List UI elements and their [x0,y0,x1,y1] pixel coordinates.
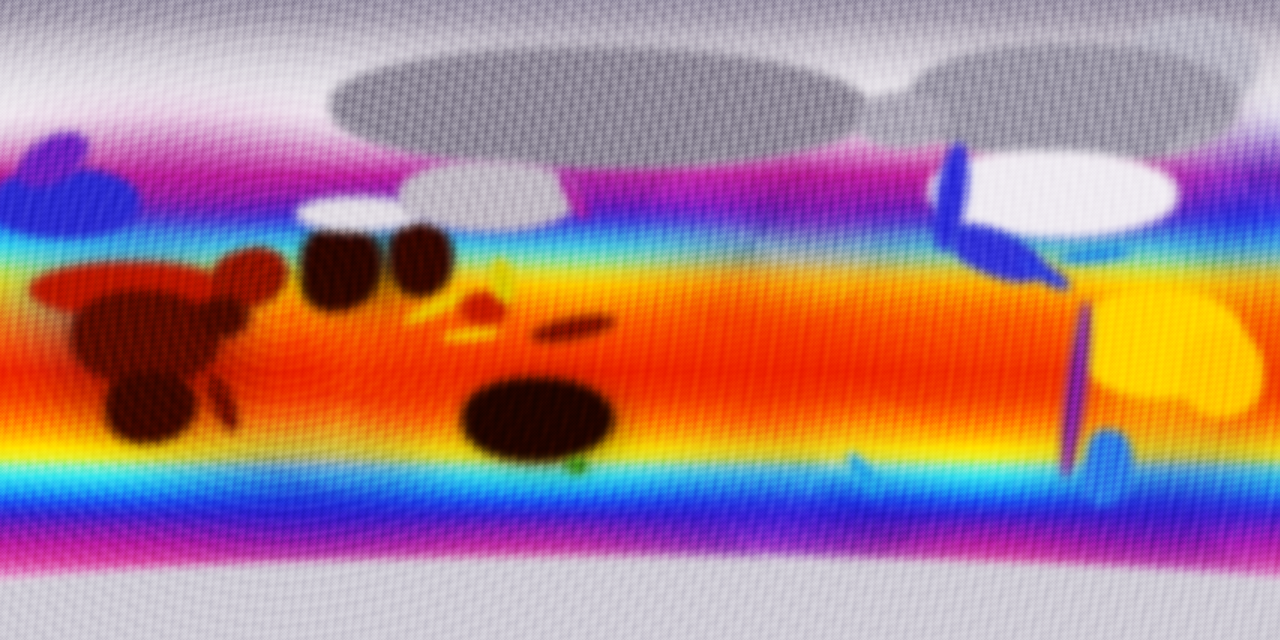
land-india [300,225,382,313]
swirl-south-pacific [700,380,940,570]
swirl-south-indian [250,300,440,490]
land-indochina [388,218,454,298]
land-tasmania [566,458,588,474]
land-horn-of-africa [196,296,250,338]
land-china [398,160,578,232]
land-siberia [330,48,870,168]
land-antarctica [0,556,1280,640]
land-brazil-east [1180,330,1264,418]
land-australia [462,378,614,462]
swirl-north-pacific [640,150,870,330]
land-alaska [856,92,948,148]
swirl-arabian-sea [236,268,356,388]
land-africa-central [70,290,220,386]
land-africa-south [105,372,197,444]
land-united-states [928,150,1178,238]
